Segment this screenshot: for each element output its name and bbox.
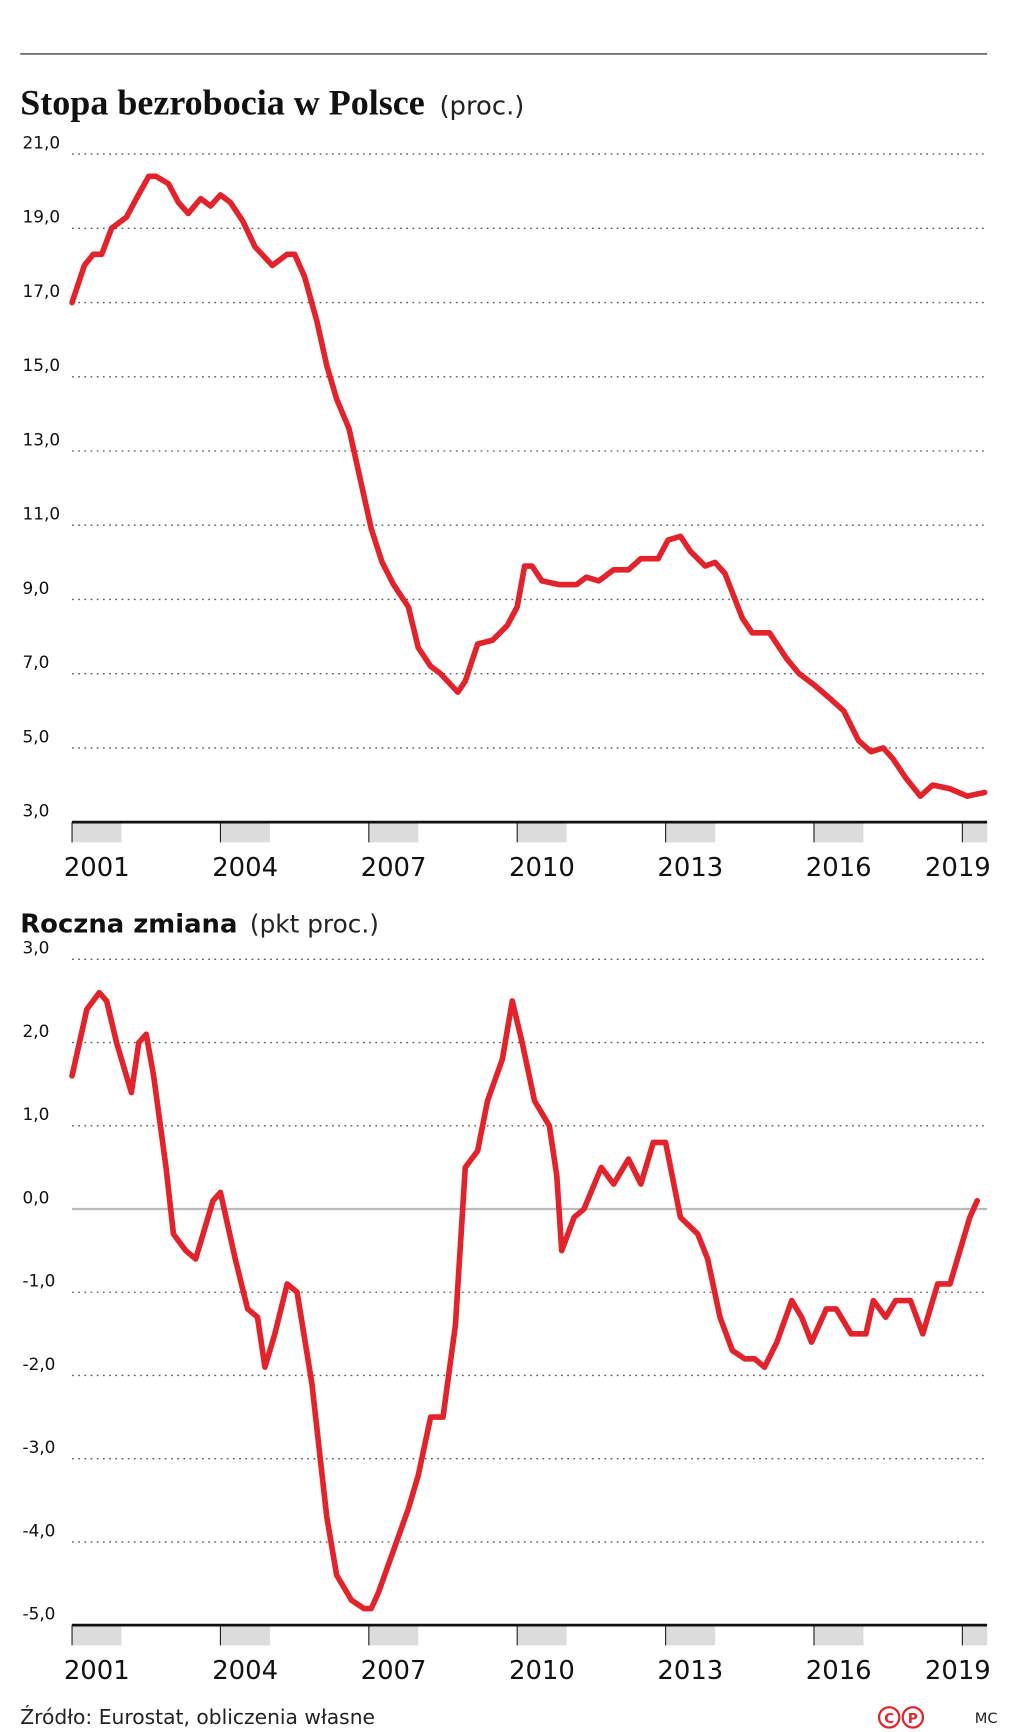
x-tick-label: 2001: [64, 1656, 130, 1686]
chart-title: Roczna zmiana: [20, 909, 237, 939]
logo-letter: P: [908, 1711, 918, 1727]
credit: MC: [975, 1710, 998, 1727]
x-tick-label: 2016: [806, 1656, 872, 1686]
x-tick-label: 2007: [361, 853, 427, 883]
chart-unit: (proc.): [439, 92, 524, 122]
y-tick-label: 11,0: [23, 504, 61, 524]
x-tick-band: [962, 1625, 988, 1646]
y-tick-label: 15,0: [23, 355, 61, 375]
y-tick-label: -2,0: [23, 1354, 56, 1374]
x-tick-band: [962, 822, 988, 843]
x-tick-band: [220, 822, 270, 843]
x-tick-label: 2001: [64, 853, 130, 883]
y-tick-label: 17,0: [23, 281, 61, 301]
x-tick-band: [813, 822, 864, 843]
x-tick-label: 2007: [361, 1656, 427, 1686]
chart-title-row: Stopa bezrobocia w Polsce (proc.): [20, 83, 524, 123]
x-tick-label: 2013: [657, 1656, 723, 1686]
y-tick-label: 19,0: [23, 207, 61, 227]
x-tick-label: 2010: [509, 853, 575, 883]
x-tick-band: [368, 1625, 419, 1646]
x-tick-label: 2010: [509, 1656, 575, 1686]
y-tick-label: 5,0: [23, 726, 50, 746]
y-tick-label: 9,0: [23, 578, 50, 598]
y-tick-label: 13,0: [23, 429, 61, 449]
y-tick-label: 2,0: [23, 1021, 50, 1041]
data-line: [69, 989, 981, 1612]
y-tick-label: -1,0: [23, 1271, 56, 1291]
x-tick-band: [72, 822, 122, 843]
chart-unit: (pkt proc.): [250, 909, 379, 938]
x-tick-label: 2004: [212, 853, 278, 883]
y-tick-label: -5,0: [23, 1604, 56, 1624]
x-tick-label: 2004: [212, 1656, 278, 1686]
x-tick-label: 2016: [806, 853, 872, 883]
y-tick-label: 7,0: [23, 652, 50, 672]
logo: C P: [877, 1706, 925, 1729]
y-tick-label: -4,0: [23, 1520, 56, 1540]
chart-title: Stopa bezrobocia w Polsce: [20, 83, 424, 123]
logo-circle: [901, 1706, 925, 1729]
x-tick-band: [517, 1625, 567, 1646]
x-tick-label: 2013: [657, 853, 723, 883]
x-tick-label: 2019: [925, 1656, 991, 1686]
x-tick-band: [368, 822, 419, 843]
logo-circle: [877, 1706, 901, 1729]
y-tick-label: 21,0: [23, 132, 61, 152]
x-tick-band: [665, 1625, 716, 1646]
y-tick-label: 3,0: [23, 938, 50, 958]
y-tick-label: -3,0: [23, 1437, 56, 1457]
x-tick-band: [517, 822, 567, 843]
source: Źródło: Eurostat, obliczenia własne: [20, 1705, 375, 1729]
data-line: [69, 173, 988, 799]
x-tick-band: [72, 1625, 122, 1646]
x-tick-band: [220, 1625, 270, 1646]
x-tick-label: 2019: [925, 853, 991, 883]
y-tick-label: 3,0: [23, 801, 50, 821]
chart-title-row: Roczna zmiana (pkt proc.): [20, 909, 379, 939]
logo-letter: C: [884, 1711, 894, 1727]
x-tick-band: [813, 1625, 864, 1646]
y-tick-label: 0,0: [23, 1187, 50, 1207]
y-tick-label: 1,0: [23, 1104, 50, 1124]
x-tick-band: [665, 822, 716, 843]
